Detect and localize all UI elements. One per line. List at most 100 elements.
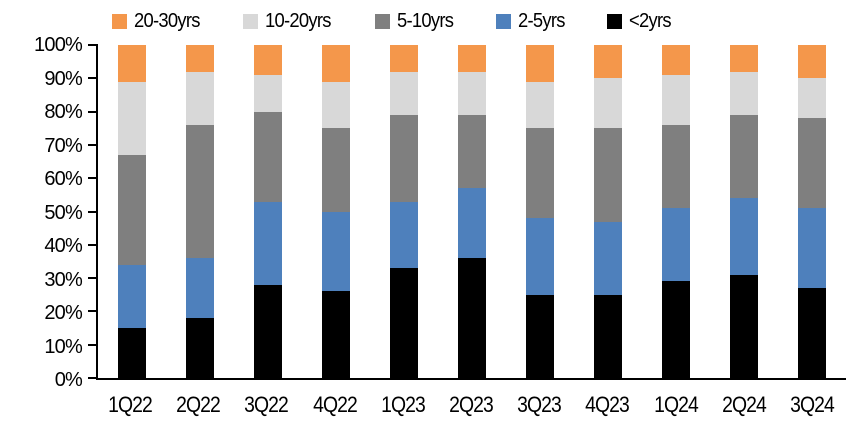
bar-segment — [525, 218, 554, 295]
x-axis-label: 4Q23 — [585, 392, 630, 417]
bar-segment — [458, 71, 486, 115]
bar-segment — [730, 71, 758, 115]
bar-column-3Q23 — [525, 45, 554, 378]
y-axis-label: 50% — [44, 201, 82, 224]
x-axis-label: 1Q22 — [108, 392, 153, 417]
bar-column-1Q22 — [118, 45, 146, 378]
y-axis-label: 70% — [44, 134, 82, 157]
legend-swatch-icon — [495, 13, 511, 29]
legend-swatch-icon — [112, 13, 127, 29]
bar-segment — [186, 124, 214, 259]
y-axis-tick — [88, 277, 98, 280]
bar-segment — [118, 81, 146, 155]
bar-segment — [525, 45, 554, 82]
bar-segment — [662, 124, 690, 209]
bar-segment — [186, 318, 214, 378]
y-axis-tick — [88, 44, 98, 46]
y-axis-labels: 100% 90% 80% 70% 60% 50% 40% 30% 20% 10% 0% — [0, 35, 83, 390]
bar-segment — [525, 81, 554, 129]
bar-segment — [525, 128, 554, 219]
legend-label: 2-5yrs — [517, 9, 565, 32]
bar-segment — [730, 114, 758, 199]
x-axis-label: 1Q23 — [380, 392, 426, 417]
legend-label: <2yrs — [628, 9, 672, 32]
y-axis-label: 30% — [44, 268, 82, 291]
y-axis-tick — [88, 310, 98, 313]
y-axis-label: 0% — [54, 369, 83, 391]
bar-column-4Q22 — [322, 45, 350, 378]
bar-segment — [730, 45, 758, 72]
x-axis-label: 4Q22 — [312, 392, 358, 417]
bar-column-3Q24 — [798, 45, 826, 378]
legend-item: 20-30yrs — [112, 10, 205, 33]
x-axis-label: 3Q23 — [517, 392, 562, 417]
y-axis-tick — [88, 243, 98, 246]
legend-item: 2-5yrs — [495, 9, 569, 33]
bar-segment — [322, 128, 350, 212]
bar-segment — [594, 128, 622, 222]
y-axis-label: 100% — [34, 34, 83, 56]
bar-column-4Q23 — [594, 45, 622, 378]
x-axis-label: 2Q22 — [176, 392, 221, 417]
bar-segment — [322, 81, 350, 129]
bar-segment — [254, 111, 282, 202]
y-axis-label: 60% — [44, 168, 82, 190]
x-axis-label: 1Q24 — [653, 392, 699, 417]
y-axis-tick — [88, 343, 98, 346]
bar-segment — [254, 284, 282, 378]
bar-segment — [662, 75, 690, 125]
bar-segment — [390, 114, 418, 202]
bar-segment — [186, 258, 214, 319]
bar-segment — [798, 208, 826, 289]
bar-column-2Q23 — [458, 45, 486, 378]
legend: 20-30yrs 10-20yrs 5-10yrs 2-5yrs <2yrs — [112, 8, 674, 34]
y-axis-tick — [88, 143, 98, 146]
y-axis-label: 20% — [44, 302, 82, 324]
y-axis-label: 10% — [44, 335, 82, 358]
y-axis-label: 80% — [44, 101, 82, 123]
y-axis-label: 90% — [44, 67, 82, 90]
legend-item: 5-10yrs — [374, 9, 458, 33]
bar-segment — [594, 294, 622, 378]
legend-label: 10-20yrs — [265, 9, 332, 32]
legend-swatch-icon — [243, 13, 259, 29]
bar-segment — [662, 281, 690, 378]
legend-label: 5-10yrs — [396, 9, 454, 32]
bar-segment — [662, 208, 690, 282]
bar-segment — [390, 201, 418, 269]
x-axis-label: 2Q23 — [449, 392, 494, 417]
bar-column-2Q24 — [730, 45, 758, 378]
bar-segment — [525, 294, 554, 378]
x-axis-label: 3Q24 — [789, 392, 835, 417]
bar-segment — [798, 78, 826, 119]
legend-swatch-icon — [606, 13, 622, 29]
bar-column-2Q22 — [186, 45, 214, 378]
legend-item: <2yrs — [606, 9, 674, 33]
bar-column-1Q23 — [390, 45, 418, 378]
bar-segment — [322, 45, 350, 82]
bar-segment — [798, 45, 826, 79]
bar-segment — [662, 45, 690, 75]
bar-segment — [390, 268, 418, 378]
bar-segment — [390, 45, 418, 72]
bar-segment — [186, 71, 214, 125]
bar-segment — [254, 45, 282, 75]
bar-segment — [118, 328, 146, 378]
bar-segment — [118, 154, 146, 265]
bar-segment — [322, 291, 350, 378]
bar-segment — [594, 78, 622, 129]
bar-segment — [458, 114, 486, 189]
bar-segment — [254, 201, 282, 285]
bar-segment — [186, 45, 214, 72]
bar-segment — [798, 288, 826, 378]
bar-segment — [118, 45, 146, 82]
bar-segment — [118, 264, 146, 329]
bar-segment — [730, 198, 758, 275]
bar-segment — [390, 71, 418, 115]
y-axis-tick — [88, 77, 98, 80]
bar-segment — [458, 258, 486, 378]
bar-segment — [798, 118, 826, 209]
bar-segment — [458, 45, 486, 72]
y-axis-tick — [88, 110, 98, 113]
